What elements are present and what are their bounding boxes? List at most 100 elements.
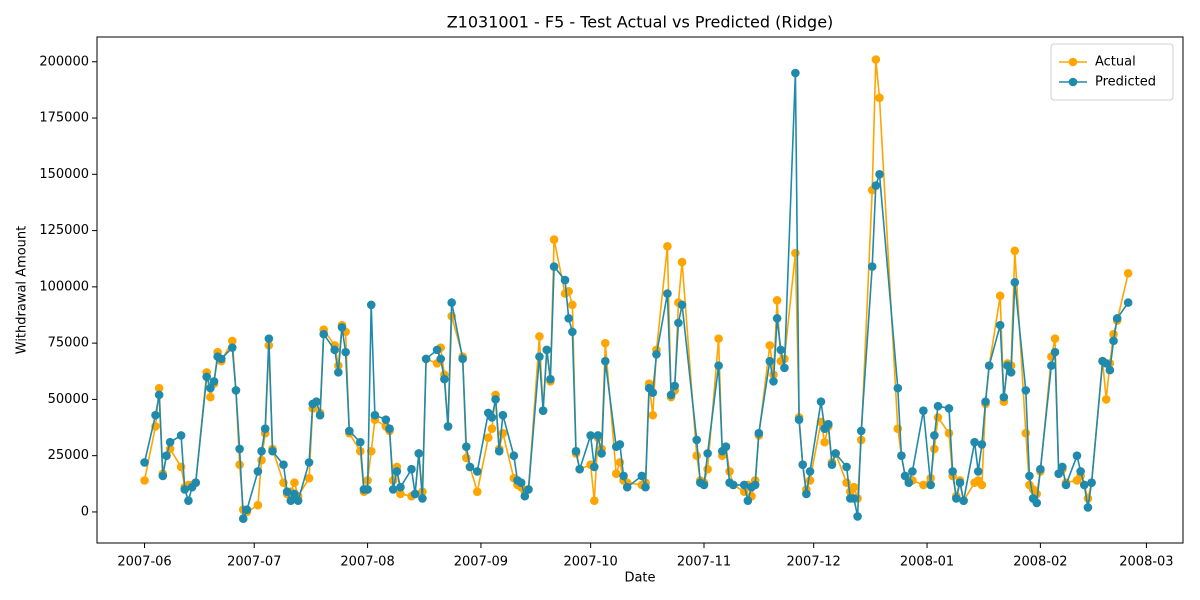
data-point (1050, 347, 1060, 357)
data-point (432, 345, 442, 355)
data-point (154, 390, 164, 400)
data-point (714, 361, 723, 370)
data-point (589, 496, 599, 505)
x-axis-label: Date (624, 571, 655, 586)
data-point (184, 496, 193, 505)
data-point (568, 300, 577, 310)
data-point (1010, 246, 1020, 256)
data-point (1036, 464, 1045, 474)
data-point (443, 422, 453, 431)
data-point (995, 320, 1005, 330)
data-point (948, 467, 957, 476)
data-point (209, 377, 219, 386)
data-point (893, 383, 903, 393)
legend-label: Predicted (1095, 75, 1156, 90)
data-point (1083, 494, 1093, 503)
data-point (765, 341, 775, 350)
data-point (381, 415, 391, 424)
data-point (462, 442, 471, 451)
data-point (944, 404, 954, 413)
data-point (871, 55, 881, 64)
data-point (919, 480, 928, 490)
x-tick-label: 2007-12 (787, 555, 841, 570)
data-point (315, 410, 325, 420)
data-point (1054, 469, 1063, 478)
data-point (264, 334, 274, 343)
data-point (791, 248, 800, 258)
data-point (238, 514, 248, 523)
data-point (571, 446, 581, 456)
data-point (414, 449, 424, 458)
data-point (1083, 503, 1093, 512)
data-point (217, 354, 226, 364)
data-point (253, 467, 263, 476)
data-point (1112, 314, 1122, 323)
data-point (663, 242, 672, 251)
data-point (805, 476, 815, 485)
data-point (977, 440, 987, 449)
data-point (1101, 395, 1111, 404)
data-point (1032, 498, 1042, 508)
data-point (959, 496, 968, 505)
data-point (1109, 336, 1118, 346)
data-point (458, 354, 467, 364)
data-point (995, 291, 1005, 301)
data-point (648, 410, 658, 420)
data-point (440, 374, 449, 384)
data-point (1076, 467, 1085, 476)
data-point (516, 478, 526, 487)
data-point (304, 458, 314, 467)
data-point (919, 406, 928, 415)
data-point (366, 300, 376, 310)
data-point (549, 262, 559, 271)
data-point (524, 485, 533, 494)
data-point (257, 446, 266, 456)
data-point (831, 449, 840, 458)
data-point (542, 345, 552, 355)
data-point (637, 471, 647, 481)
data-point (692, 451, 701, 460)
data-point (904, 478, 914, 487)
series-line (143, 72, 1129, 519)
data-point (666, 390, 676, 400)
data-point (970, 437, 979, 447)
data-point (663, 289, 672, 298)
data-point (933, 413, 943, 422)
data-point (341, 347, 350, 357)
y-tick-label: 75000 (48, 336, 89, 351)
data-point (798, 460, 808, 469)
data-point (820, 437, 829, 447)
data-point (875, 93, 884, 103)
data-point (652, 350, 661, 359)
data-point (491, 395, 500, 404)
data-point (984, 361, 994, 370)
data-point (900, 471, 910, 481)
y-axis-label: Withdrawal Amount (15, 226, 30, 355)
data-point (235, 444, 244, 454)
data-point (363, 485, 372, 494)
data-point (1021, 386, 1031, 395)
data-point (699, 480, 709, 490)
data-point (520, 491, 530, 501)
data-point (1050, 334, 1060, 343)
data-point (447, 298, 456, 307)
data-point (816, 397, 826, 406)
data-point (933, 401, 943, 411)
data-point (286, 496, 296, 505)
data-point (908, 467, 917, 476)
data-point (385, 424, 394, 433)
x-tick-label: 2008-01 (900, 555, 954, 570)
data-point (290, 489, 299, 499)
data-point (154, 383, 164, 393)
data-point (1123, 269, 1133, 278)
data-point (611, 469, 621, 478)
data-point (981, 397, 990, 406)
data-point (191, 478, 201, 487)
y-tick-label: 0 (81, 504, 89, 519)
data-point (802, 489, 811, 499)
data-point (827, 460, 837, 469)
data-point (396, 482, 405, 492)
data-point (487, 413, 497, 422)
chart-title: Z1031001 - F5 - Test Actual vs Predicted… (447, 13, 834, 32)
data-point (564, 314, 573, 323)
